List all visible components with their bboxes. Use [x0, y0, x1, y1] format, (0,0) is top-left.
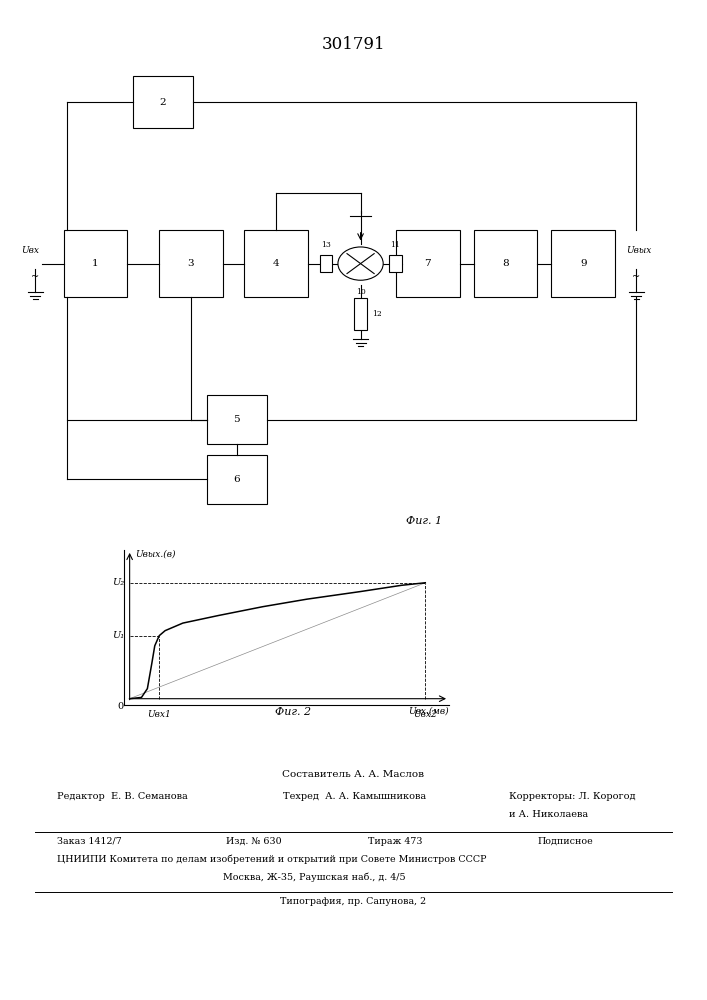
- Text: Москва, Ж-35, Раушская наб., д. 4/5: Москва, Ж-35, Раушская наб., д. 4/5: [223, 873, 405, 882]
- Text: Uвх1: Uвх1: [147, 710, 171, 719]
- Text: 6: 6: [233, 475, 240, 484]
- Text: 11: 11: [390, 241, 400, 249]
- Text: Подписное: Подписное: [537, 837, 593, 846]
- Text: 8: 8: [502, 259, 509, 268]
- Text: Uвых.(в): Uвых.(в): [136, 550, 176, 559]
- FancyBboxPatch shape: [396, 230, 460, 297]
- Text: и А. Николаева: и А. Николаева: [509, 810, 588, 819]
- Text: Типография, пр. Сапунова, 2: Типография, пр. Сапунова, 2: [281, 897, 426, 906]
- Text: Uвх.(мв): Uвх.(мв): [409, 706, 449, 715]
- FancyBboxPatch shape: [159, 230, 223, 297]
- FancyBboxPatch shape: [244, 230, 308, 297]
- FancyBboxPatch shape: [133, 76, 193, 128]
- Text: Uвых: Uвых: [626, 246, 651, 255]
- Text: Фиг. 1: Фиг. 1: [406, 516, 443, 526]
- Text: 3: 3: [187, 259, 194, 268]
- Text: U₁: U₁: [112, 631, 124, 640]
- Text: 13: 13: [321, 241, 331, 249]
- Text: 4: 4: [272, 259, 279, 268]
- FancyBboxPatch shape: [207, 455, 267, 504]
- Text: Uвх: Uвх: [21, 246, 39, 255]
- FancyBboxPatch shape: [354, 298, 367, 330]
- FancyBboxPatch shape: [64, 230, 127, 297]
- Text: 301791: 301791: [322, 36, 385, 53]
- FancyBboxPatch shape: [389, 255, 402, 272]
- Circle shape: [338, 247, 383, 280]
- Text: Составитель А. А. Маслов: Составитель А. А. Маслов: [283, 770, 424, 779]
- FancyBboxPatch shape: [207, 395, 267, 444]
- Text: Фиг. 2: Фиг. 2: [275, 707, 312, 717]
- Text: ЦНИИПИ Комитета по делам изобретений и открытий при Совете Министров СССР: ЦНИИПИ Комитета по делам изобретений и о…: [57, 855, 486, 864]
- Text: Uвх2: Uвх2: [414, 710, 437, 719]
- Text: 5: 5: [233, 415, 240, 424]
- Text: Корректоры: Л. Корогод: Корректоры: Л. Корогод: [509, 792, 636, 801]
- Text: Заказ 1412/7: Заказ 1412/7: [57, 837, 122, 846]
- Text: U₂: U₂: [112, 578, 124, 587]
- Text: Изд. № 630: Изд. № 630: [226, 837, 282, 846]
- FancyBboxPatch shape: [551, 230, 615, 297]
- Text: ~: ~: [632, 272, 641, 282]
- Text: 0: 0: [117, 702, 124, 711]
- Text: Тираж 473: Тираж 473: [368, 837, 422, 846]
- FancyBboxPatch shape: [474, 230, 537, 297]
- Text: 12: 12: [373, 310, 382, 318]
- Text: Редактор  Е. В. Семанова: Редактор Е. В. Семанова: [57, 792, 187, 801]
- Text: 7: 7: [424, 259, 431, 268]
- Text: 10: 10: [356, 288, 366, 296]
- Text: 2: 2: [159, 98, 166, 107]
- Text: Техред  А. А. Камышникова: Техред А. А. Камышникова: [283, 792, 426, 801]
- Text: 9: 9: [580, 259, 587, 268]
- FancyBboxPatch shape: [320, 255, 332, 272]
- Text: ~: ~: [31, 272, 40, 282]
- Text: 1: 1: [92, 259, 99, 268]
